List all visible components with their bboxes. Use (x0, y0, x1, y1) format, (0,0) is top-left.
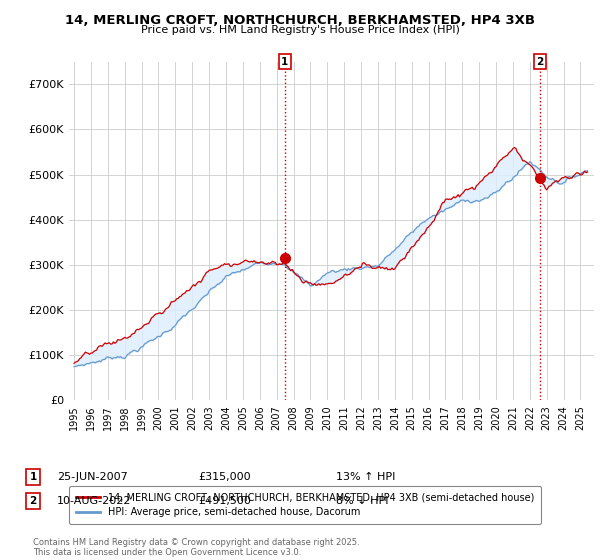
Text: Contains HM Land Registry data © Crown copyright and database right 2025.
This d: Contains HM Land Registry data © Crown c… (33, 538, 359, 557)
Text: 1: 1 (29, 472, 37, 482)
Text: 2: 2 (536, 57, 544, 67)
Text: 1: 1 (281, 57, 289, 67)
Text: 13% ↑ HPI: 13% ↑ HPI (336, 472, 395, 482)
Text: 2: 2 (29, 496, 37, 506)
Legend: 14, MERLING CROFT, NORTHCHURCH, BERKHAMSTED, HP4 3XB (semi-detached house), HPI:: 14, MERLING CROFT, NORTHCHURCH, BERKHAMS… (69, 486, 541, 524)
Text: £315,000: £315,000 (198, 472, 251, 482)
Text: 8% ↓ HPI: 8% ↓ HPI (336, 496, 389, 506)
Text: £491,500: £491,500 (198, 496, 251, 506)
Text: 14, MERLING CROFT, NORTHCHURCH, BERKHAMSTED, HP4 3XB: 14, MERLING CROFT, NORTHCHURCH, BERKHAMS… (65, 14, 535, 27)
Text: Price paid vs. HM Land Registry's House Price Index (HPI): Price paid vs. HM Land Registry's House … (140, 25, 460, 35)
Text: 25-JUN-2007: 25-JUN-2007 (57, 472, 128, 482)
Text: 10-AUG-2022: 10-AUG-2022 (57, 496, 131, 506)
